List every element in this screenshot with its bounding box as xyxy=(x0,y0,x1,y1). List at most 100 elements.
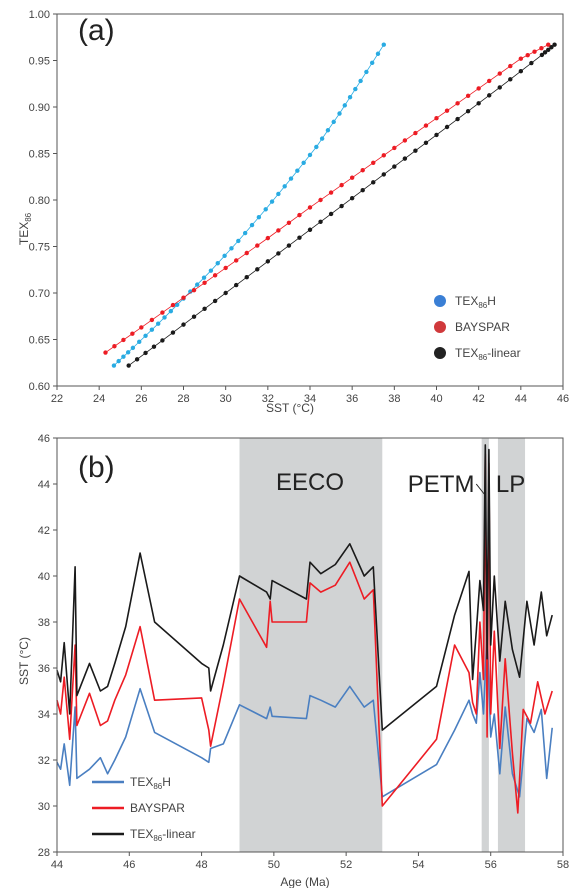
data-point xyxy=(208,268,214,273)
data-point xyxy=(375,51,381,56)
legend-label: TEX86H xyxy=(455,294,496,310)
data-point xyxy=(156,321,161,326)
data-point xyxy=(455,101,460,106)
data-point xyxy=(215,261,220,266)
data-point xyxy=(525,52,530,58)
data-point xyxy=(402,156,408,161)
y-tick-label: 0.75 xyxy=(29,242,50,254)
data-point xyxy=(552,42,557,47)
x-tick-label: 38 xyxy=(388,393,400,405)
data-point xyxy=(195,282,200,287)
data-point xyxy=(539,52,545,58)
data-point xyxy=(353,86,358,92)
data-point xyxy=(137,339,142,345)
data-point xyxy=(223,265,228,271)
data-point xyxy=(444,108,450,113)
shaded-region-eeco xyxy=(239,438,383,852)
data-point xyxy=(487,78,492,84)
data-point xyxy=(151,344,157,349)
data-point xyxy=(381,153,386,158)
region-label-eeco: EECO xyxy=(276,469,344,496)
data-point xyxy=(223,290,228,296)
data-point xyxy=(149,327,155,332)
data-point xyxy=(255,243,260,248)
data-point xyxy=(202,306,207,312)
data-point xyxy=(508,77,513,82)
data-point xyxy=(212,298,218,304)
data-point xyxy=(242,230,248,236)
data-point xyxy=(269,199,275,204)
panel-a-x-axis-label: SST (°C) xyxy=(266,401,314,415)
data-point xyxy=(297,235,302,240)
data-point xyxy=(236,238,241,244)
data-point xyxy=(295,168,300,173)
data-point xyxy=(402,138,408,143)
data-point xyxy=(286,220,292,225)
data-point xyxy=(465,108,471,114)
x-tick-label: 26 xyxy=(135,393,147,405)
data-point xyxy=(339,182,344,188)
y-tick-label: 0.85 xyxy=(29,149,50,161)
data-point xyxy=(325,128,331,133)
panel-b-x-axis-label: Age (Ma) xyxy=(280,875,329,888)
y-tick-label: 36 xyxy=(38,663,50,675)
data-point xyxy=(191,314,197,319)
panel-b-legend: TEX86H BAYSPAR TEX86-linear xyxy=(92,775,196,843)
series-line xyxy=(56,453,553,814)
data-point xyxy=(244,250,249,256)
data-point xyxy=(307,227,313,232)
y-tick-label: 28 xyxy=(38,847,50,859)
data-point xyxy=(286,243,292,248)
x-tick-label: 24 xyxy=(93,393,105,405)
y-tick-label: 0.95 xyxy=(29,56,50,68)
data-point xyxy=(265,235,271,241)
shaded-region-petm xyxy=(481,438,489,852)
data-point xyxy=(263,207,268,212)
data-point xyxy=(318,219,323,225)
data-point xyxy=(212,273,218,278)
y-tick-label: 44 xyxy=(38,479,50,491)
panel-b-series xyxy=(56,444,553,814)
panel-b-shaded-regions: EECO PETM LP xyxy=(239,438,525,852)
data-point xyxy=(518,68,524,74)
data-point xyxy=(337,111,342,116)
data-point xyxy=(318,197,323,203)
data-point xyxy=(125,350,131,355)
x-tick-label: 46 xyxy=(123,859,135,871)
data-point xyxy=(360,188,365,193)
data-point xyxy=(364,69,369,75)
data-point xyxy=(168,308,174,314)
data-point xyxy=(331,119,336,125)
x-tick-label: 46 xyxy=(557,393,569,405)
x-tick-label: 32 xyxy=(262,393,274,405)
panel-a: 22 24 26 28 30 32 34 36 38 40 42 44 46 0.60 0.65 0.70 0.… xyxy=(17,9,569,415)
data-point xyxy=(371,160,376,165)
data-point xyxy=(476,86,481,91)
data-point xyxy=(423,123,429,128)
data-point xyxy=(328,211,334,217)
data-point xyxy=(455,116,460,122)
data-point xyxy=(381,42,386,47)
data-point xyxy=(497,71,502,76)
x-tick-label: 44 xyxy=(515,393,527,405)
data-point xyxy=(160,338,165,343)
data-point xyxy=(103,350,108,355)
data-point xyxy=(149,317,155,323)
data-point xyxy=(181,295,186,300)
data-point xyxy=(202,280,207,285)
data-point xyxy=(392,145,397,151)
panel-a-y-axis-label: TEX86 xyxy=(17,212,33,245)
data-point xyxy=(319,136,325,141)
legend-label: BAYSPAR xyxy=(130,801,185,815)
data-point xyxy=(487,93,492,98)
data-point xyxy=(307,152,313,158)
data-point xyxy=(126,363,131,368)
panel-b-y-axis-label: SST (°C) xyxy=(17,637,31,685)
petm-pointer xyxy=(475,483,485,495)
x-tick-label: 44 xyxy=(51,859,63,871)
data-point xyxy=(229,246,234,251)
data-point xyxy=(434,132,439,138)
region-label-lp: LP xyxy=(496,471,525,498)
data-point xyxy=(191,288,197,293)
data-point xyxy=(465,93,471,99)
